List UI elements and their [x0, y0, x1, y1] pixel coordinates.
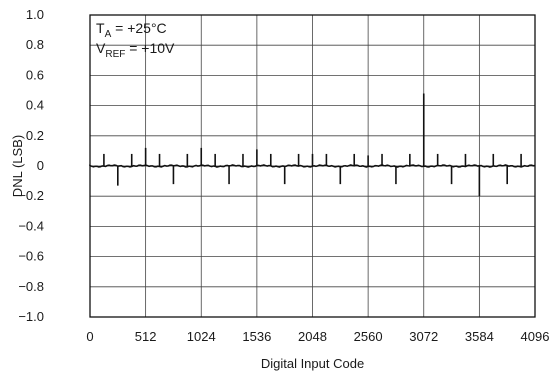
- x-tick-label: 4096: [521, 329, 550, 344]
- x-tick-label: 2048: [298, 329, 327, 344]
- dnl-series: [89, 93, 536, 197]
- y-tick-label: 0.8: [26, 37, 44, 52]
- x-tick-label: 1536: [242, 329, 271, 344]
- annotation-temperature: TA = +25°C: [96, 20, 167, 40]
- x-tick-label: 2560: [354, 329, 383, 344]
- y-tick-labels: 1.0 0.8 0.6 0.4 0.2 0 −0.2 −0.4 −0.6 −0.8 −1.0: [18, 7, 44, 324]
- x-tick-label: 512: [135, 329, 157, 344]
- dnl-baseline-trace: [89, 164, 536, 168]
- y-axis-label: DNL (LSB): [10, 135, 25, 197]
- y-tick-label: 0.2: [26, 128, 44, 143]
- y-tick-label: −0.6: [18, 249, 44, 264]
- y-tick-label: −0.2: [18, 188, 44, 203]
- x-tick-label: 3584: [465, 329, 494, 344]
- y-tick-label: 0.6: [26, 67, 44, 82]
- plot-frame: [89, 14, 536, 318]
- x-tick-label: 1024: [187, 329, 216, 344]
- y-tick-label: −0.8: [18, 279, 44, 294]
- annotation-vref: VREF = +10V: [96, 40, 175, 60]
- y-tick-label: 0.4: [26, 98, 44, 113]
- x-tick-label: 0: [86, 329, 93, 344]
- conditions-annotation: TA = +25°C VREF = +10V: [96, 20, 175, 60]
- y-tick-label: 1.0: [26, 7, 44, 22]
- y-tick-label: 0: [37, 158, 44, 173]
- x-tick-labels: 0 512 1024 1536 2048 2560 3072 3584 4096: [86, 329, 549, 344]
- y-tick-label: −0.4: [18, 218, 44, 233]
- x-tick-label: 3072: [409, 329, 438, 344]
- x-axis-label: Digital Input Code: [261, 356, 364, 371]
- y-tick-label: −1.0: [18, 309, 44, 324]
